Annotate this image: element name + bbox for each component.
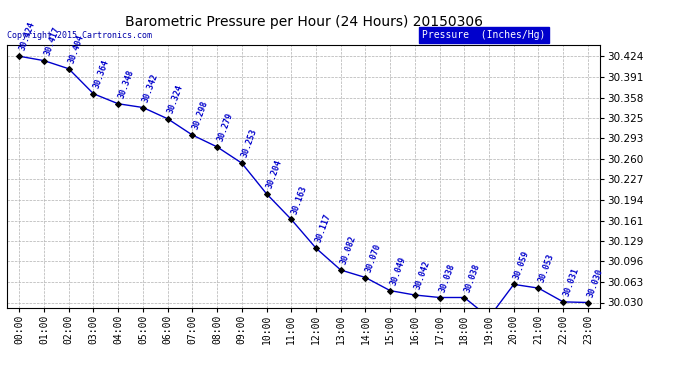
Point <box>137 105 148 111</box>
Text: Pressure  (Inches/Hg): Pressure (Inches/Hg) <box>422 30 546 40</box>
Point <box>384 288 395 294</box>
Point <box>360 274 371 280</box>
Text: 30.279: 30.279 <box>215 111 235 143</box>
Text: 30.324: 30.324 <box>166 83 185 115</box>
Text: 30.348: 30.348 <box>117 68 135 100</box>
Point <box>261 191 272 197</box>
Point <box>286 216 297 222</box>
Text: 30.006: 30.006 <box>0 374 1 375</box>
Text: 30.031: 30.031 <box>562 267 580 298</box>
Text: 30.253: 30.253 <box>240 128 259 159</box>
Point <box>112 101 124 107</box>
Point <box>434 294 445 300</box>
Text: 30.204: 30.204 <box>265 158 284 190</box>
Text: 30.298: 30.298 <box>191 100 210 131</box>
Text: 30.342: 30.342 <box>141 72 160 104</box>
Point <box>409 292 420 298</box>
Text: 30.117: 30.117 <box>315 213 333 244</box>
Text: 30.417: 30.417 <box>43 25 61 57</box>
Text: 30.059: 30.059 <box>512 249 531 280</box>
Text: 30.364: 30.364 <box>92 58 110 90</box>
Text: 30.163: 30.163 <box>290 184 308 215</box>
Point <box>335 267 346 273</box>
Point <box>484 315 495 321</box>
Text: 30.038: 30.038 <box>463 262 482 293</box>
Text: 30.042: 30.042 <box>413 260 432 291</box>
Point <box>63 66 75 72</box>
Text: 30.053: 30.053 <box>537 253 555 284</box>
Point <box>39 58 50 64</box>
Point <box>459 294 470 300</box>
Point <box>88 91 99 97</box>
Text: 30.424: 30.424 <box>18 21 37 52</box>
Point <box>582 300 593 306</box>
Point <box>509 281 520 287</box>
Text: Barometric Pressure per Hour (24 Hours) 20150306: Barometric Pressure per Hour (24 Hours) … <box>125 15 482 29</box>
Point <box>310 245 322 251</box>
Text: 30.030: 30.030 <box>586 267 605 298</box>
Text: Copyright 2015 Cartronics.com: Copyright 2015 Cartronics.com <box>7 31 152 40</box>
Text: 30.038: 30.038 <box>438 262 457 293</box>
Point <box>162 116 173 122</box>
Text: 30.404: 30.404 <box>67 33 86 64</box>
Point <box>533 285 544 291</box>
Point <box>212 144 223 150</box>
Point <box>236 160 247 166</box>
Point <box>187 132 198 138</box>
Point <box>14 53 25 59</box>
Point <box>558 299 569 305</box>
Text: 30.070: 30.070 <box>364 242 383 273</box>
Text: 30.049: 30.049 <box>388 255 407 286</box>
Text: 30.082: 30.082 <box>339 235 358 266</box>
